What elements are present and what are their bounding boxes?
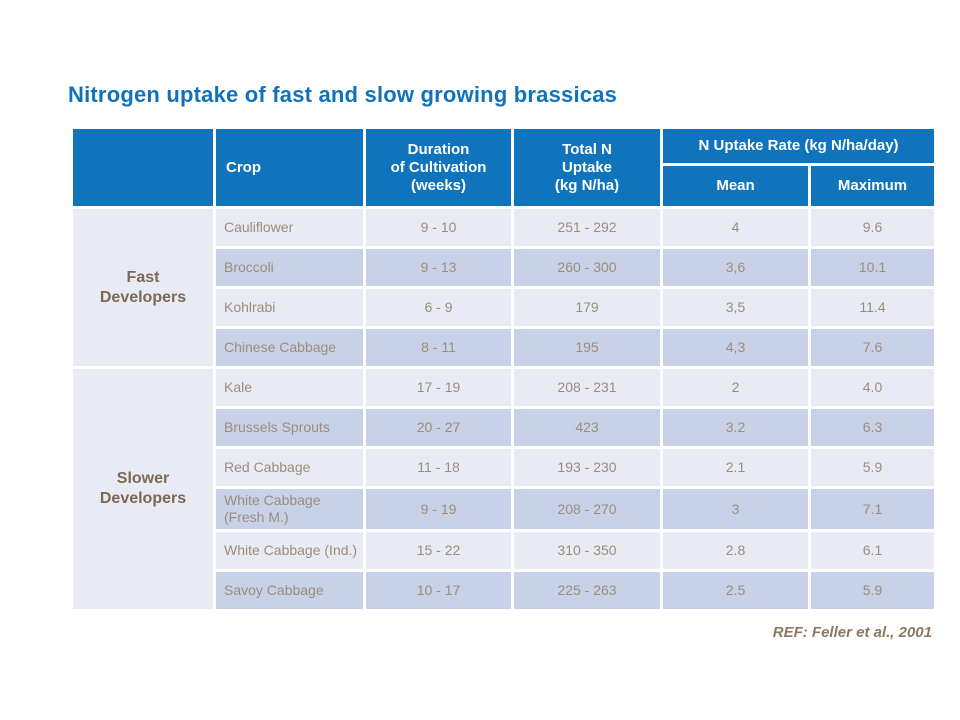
cell-duration: 20 - 27: [363, 406, 514, 449]
cell-duration: 8 - 11: [363, 326, 514, 369]
cell-total-n: 423: [511, 406, 663, 449]
cell-total-n: 208 - 231: [511, 366, 663, 409]
cell-crop: Savoy Cabbage: [213, 569, 366, 612]
group-label: Fast Developers: [70, 206, 216, 369]
table-row: Broccoli 9 - 13 260 - 300 3,6 10.1: [72, 246, 938, 289]
data-table: Crop Duration of Cultivation (weeks) Tot…: [70, 126, 938, 612]
cell-crop: Kale: [213, 366, 366, 409]
cell-total-n: 310 - 350: [511, 529, 663, 572]
cell-duration: 17 - 19: [363, 366, 514, 409]
cell-crop: White Cabbage (Fresh M.): [213, 486, 366, 532]
table-row: Red Cabbage 11 - 18 193 - 230 2.1 5.9: [72, 446, 938, 489]
cell-duration: 10 - 17: [363, 569, 514, 612]
data-table-container: Crop Duration of Cultivation (weeks) Tot…: [70, 126, 938, 612]
reference-note: REF: Feller et al., 2001: [772, 624, 932, 641]
cell-maximum: 6.1: [807, 529, 938, 572]
cell-total-n: 251 - 292: [511, 206, 663, 249]
cell-maximum: 6.3: [807, 406, 938, 449]
cell-mean: 2.1: [660, 446, 811, 489]
cell-crop: Kohlrabi: [213, 286, 366, 329]
table-row: Fast Developers Cauliflower 9 - 10 251 - 29…: [70, 206, 938, 369]
cell-mean: 4: [660, 206, 811, 249]
cell-mean: 3: [660, 486, 811, 532]
cell-total-n: 193 - 230: [511, 446, 663, 489]
cell-maximum: 9.6: [807, 206, 938, 249]
cell-total-n: 225 - 263: [511, 569, 663, 612]
header-uptake-rate: N Uptake Rate (kg N/ha/day): [659, 126, 938, 166]
cell-maximum: 5.9: [807, 569, 938, 612]
cell-mean: 3,5: [660, 286, 811, 329]
table-row: White Cabbage (Ind.) 15 - 22 310 - 350 2.8 6…: [72, 529, 938, 572]
cell-maximum: 11.4: [807, 286, 938, 329]
cell-crop: Broccoli: [213, 246, 366, 289]
cell-maximum: 7.1: [807, 486, 938, 532]
cell-duration: 6 - 9: [363, 286, 514, 329]
cell-total-n: 208 - 270: [511, 486, 663, 532]
header-total-n: Total N Uptake (kg N/ha): [511, 126, 663, 209]
cell-crop: Red Cabbage: [213, 446, 366, 489]
table-row: Brussels Sprouts 20 - 27 423 3.2 6.3: [72, 406, 938, 449]
table-header: Crop Duration of Cultivation (weeks) Tot…: [70, 126, 938, 209]
cell-maximum: 4.0: [807, 366, 938, 409]
cell-crop: Brussels Sprouts: [213, 406, 366, 449]
group-label: Slower Developers: [70, 366, 216, 612]
header-duration: Duration of Cultivation (weeks): [363, 126, 514, 209]
cell-mean: 2.5: [660, 569, 811, 612]
page-title: Nitrogen uptake of fast and slow growing…: [68, 82, 618, 107]
cell-mean: 4,3: [660, 326, 811, 369]
table-body: Fast Developers Cauliflower 9 - 10 251 - 29…: [70, 206, 938, 612]
header-corner: [70, 126, 216, 209]
header-maximum: Maximum: [807, 163, 938, 209]
header-mean: Mean: [660, 163, 811, 209]
cell-total-n: 195: [511, 326, 663, 369]
cell-maximum: 5.9: [807, 446, 938, 489]
cell-duration: 9 - 13: [363, 246, 514, 289]
table-row: Chinese Cabbage 8 - 11 195 4,3 7.6: [72, 326, 938, 369]
table-row: Kohlrabi 6 - 9 179 3,5 11.4: [72, 286, 938, 329]
cell-duration: 11 - 18: [363, 446, 514, 489]
cell-crop: Cauliflower: [213, 206, 366, 249]
cell-mean: 3.2: [660, 406, 811, 449]
table-row: Slower Developers Kale 17 - 19 208 - 231 2 4.…: [70, 366, 938, 612]
cell-duration: 9 - 19: [363, 486, 514, 532]
cell-maximum: 7.6: [807, 326, 938, 369]
cell-crop: White Cabbage (Ind.): [213, 529, 366, 572]
cell-duration: 15 - 22: [363, 529, 514, 572]
table-row: White Cabbage (Fresh M.) 9 - 19 208 - 270 3…: [72, 486, 938, 532]
cell-maximum: 10.1: [807, 246, 938, 289]
table-row: Savoy Cabbage 10 - 17 225 - 263 2.5 5.9: [72, 569, 938, 612]
cell-total-n: 179: [511, 286, 663, 329]
header-crop: Crop: [213, 126, 366, 209]
cell-mean: 2.8: [660, 529, 811, 572]
cell-total-n: 260 - 300: [511, 246, 663, 289]
cell-mean: 3,6: [660, 246, 811, 289]
cell-duration: 9 - 10: [363, 206, 514, 249]
cell-mean: 2: [660, 366, 811, 409]
cell-crop: Chinese Cabbage: [213, 326, 366, 369]
